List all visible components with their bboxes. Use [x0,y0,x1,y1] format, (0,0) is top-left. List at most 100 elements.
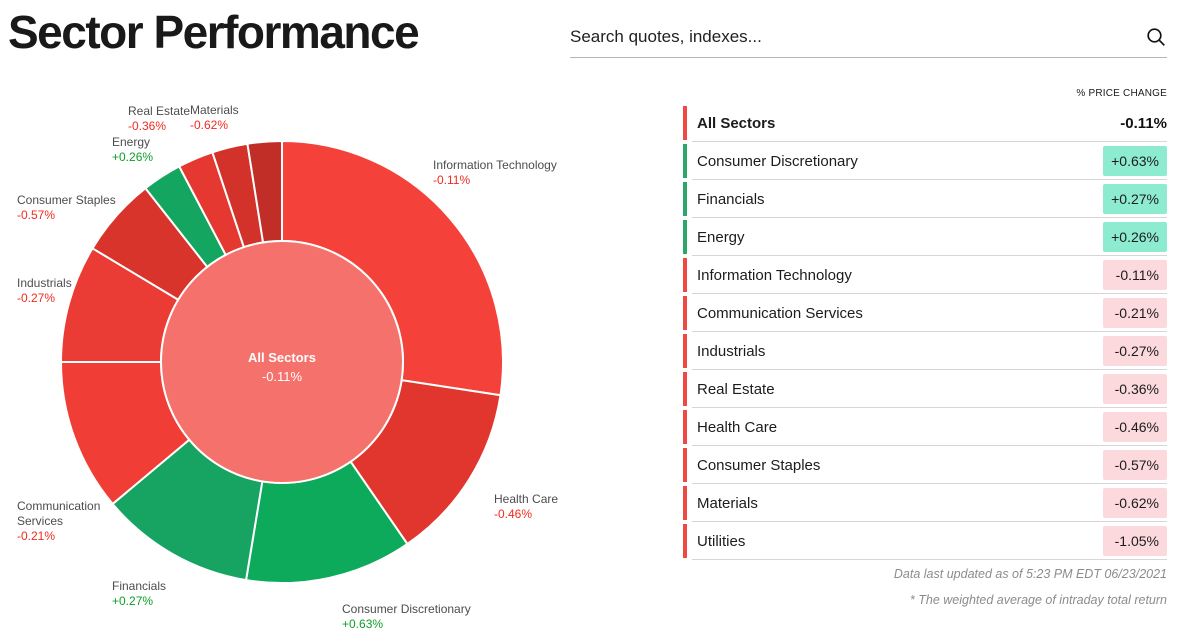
row-separator [692,331,1167,332]
table-row-health-care[interactable]: Health Care -0.46% [683,408,1167,446]
real-estate-label: Real Estate -0.36% [128,104,190,134]
table-rows: All Sectors -0.11% Consumer Discretionary +… [683,104,1167,560]
segment-label-name: Health Care [494,492,559,506]
segment-label-value: +0.27% [112,594,154,608]
table-row-consumer-discretionary[interactable]: Consumer Discretionary +0.63% [683,142,1167,180]
segment-label-name: Consumer Staples [17,193,116,207]
table-row-industrials[interactable]: Industrials -0.27% [683,332,1167,370]
row-separator [692,141,1167,142]
information-technology-label: Information Technology -0.11% [433,158,557,188]
price-change-chip: +0.26% [1103,222,1167,252]
segment-label-value: -0.57% [17,208,56,222]
row-separator [692,483,1167,484]
row-separator [692,369,1167,370]
last-updated-text: Data last updated as of 5:23 PM EDT 06/2… [893,567,1167,581]
price-change-chip: -0.46% [1103,412,1167,442]
communication-services-label: Communication Services -0.21% [17,499,117,544]
price-change-chip: -0.36% [1103,374,1167,404]
price-change-value: -0.11% [1120,114,1167,132]
footnote-text: * The weighted average of intraday total… [909,593,1167,607]
sector-name: Materials [697,494,758,512]
segment-label-name: Information Technology [433,158,557,172]
segment-label-name: Industrials [17,276,72,290]
price-change-chip: +0.63% [1103,146,1167,176]
segment-label-name: Consumer Discretionary [342,602,471,616]
table-row-communication-services[interactable]: Communication Services -0.21% [683,294,1167,332]
all-sectors-center-circle[interactable] [160,240,404,484]
row-accent-bar [683,220,687,254]
sector-performance-table: % PRICE CHANGE All Sectors -0.11% Consumer… [683,88,1167,607]
segment-label-name: Materials [190,103,239,117]
segment-label-value: -0.21% [17,529,56,543]
row-accent-bar [683,334,687,368]
table-row-information-technology[interactable]: Information Technology -0.11% [683,256,1167,294]
sector-name: Consumer Staples [697,456,821,474]
table-row-real-estate[interactable]: Real Estate -0.36% [683,370,1167,408]
sector-name: Industrials [697,342,766,360]
sector-name: Consumer Discretionary [697,152,858,170]
segment-label-name: Energy [112,135,151,149]
row-accent-bar [683,258,687,292]
table-footer: Data last updated as of 5:23 PM EDT 06/2… [894,566,1167,608]
sector-name: Health Care [697,418,778,436]
donut-svg [60,140,504,584]
row-accent-bar [683,448,687,482]
row-separator [692,293,1167,294]
search-bar [570,16,1167,58]
row-accent-bar [683,144,687,178]
row-accent-bar [683,296,687,330]
segment-label-value: -0.62% [190,118,229,132]
sector-name: Energy [697,228,745,246]
row-accent-bar [683,486,687,520]
segment-label-value: -0.27% [17,291,56,305]
row-accent-bar [683,524,687,558]
segment-label-value: +0.63% [342,617,384,631]
page-title: Sector Performance [8,6,420,58]
price-change-chip: -0.27% [1103,336,1167,366]
price-change-chip: -0.57% [1103,450,1167,480]
row-separator [692,521,1167,522]
sector-name: Information Technology [697,266,852,284]
row-accent-bar [683,182,687,216]
sector-name: Communication Services [697,304,863,322]
table-row-utilities[interactable]: Utilities -1.05% [683,522,1167,560]
row-accent-bar [683,410,687,444]
sector-name: Real Estate [697,380,775,398]
row-separator [692,217,1167,218]
row-separator [692,407,1167,408]
segment-label-value: -0.36% [128,119,167,133]
consumer-staples-label: Consumer Staples -0.57% [17,193,116,223]
price-change-chip: -0.11% [1103,260,1167,290]
search-icon[interactable] [1145,26,1167,48]
sector-name: Financials [697,190,765,208]
table-row-all-sectors[interactable]: All Sectors -0.11% [683,104,1167,142]
segment-label-name: Communication Services [17,499,101,528]
price-change-chip: -1.05% [1103,526,1167,556]
row-separator [692,445,1167,446]
row-separator [692,559,1167,560]
energy-label: Energy +0.26% [112,135,153,165]
price-change-column-header: % PRICE CHANGE [1076,88,1167,99]
industrials-label: Industrials -0.27% [17,276,72,306]
financials-label: Financials +0.27% [112,579,166,609]
sector-donut-chart: Information Technology -0.11% Health Care -… [0,85,575,641]
materials-label: Materials -0.62% [190,103,239,133]
segment-label-name: Real Estate [128,104,191,118]
sector-name: All Sectors [697,114,776,132]
table-row-energy[interactable]: Energy +0.26% [683,218,1167,256]
row-separator [692,255,1167,256]
price-change-chip: -0.62% [1103,488,1167,518]
row-accent-bar [683,106,687,140]
table-row-consumer-staples[interactable]: Consumer Staples -0.57% [683,446,1167,484]
consumer-discretionary-label: Consumer Discretionary +0.63% [342,602,471,632]
segment-label-name: Financials [112,579,167,593]
sector-name: Utilities [697,532,746,550]
table-row-materials[interactable]: Materials -0.62% [683,484,1167,522]
price-change-chip: -0.21% [1103,298,1167,328]
segment-label-value: -0.46% [494,507,533,521]
search-input[interactable] [570,26,1137,47]
segment-label-value: +0.26% [112,150,154,164]
row-separator [692,179,1167,180]
health-care-label: Health Care -0.46% [494,492,558,522]
table-row-financials[interactable]: Financials +0.27% [683,180,1167,218]
